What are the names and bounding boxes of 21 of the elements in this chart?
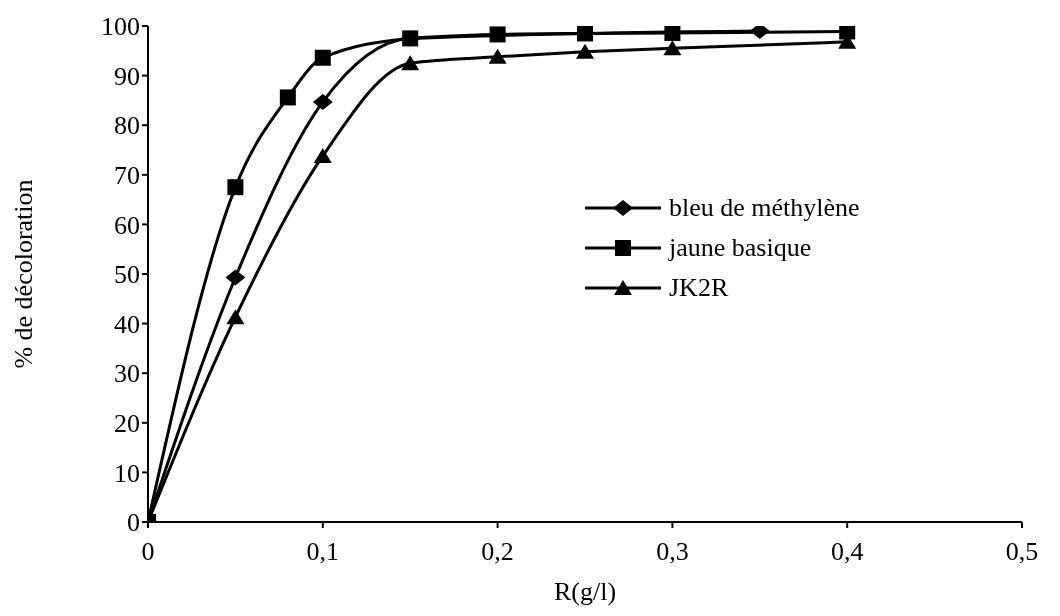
y-tick-label: 60	[114, 210, 140, 240]
x-tick-label: 0,5	[1005, 537, 1039, 567]
x-axis-title: R(g/l)	[553, 577, 617, 606]
x-tick-label: 0,1	[306, 537, 340, 567]
y-tick-label: 80	[114, 111, 140, 141]
legend-label: jaune basique	[669, 233, 812, 263]
y-tick-label: 20	[114, 409, 140, 439]
y-tick-label: 40	[114, 309, 140, 339]
y-tick-label: 90	[114, 61, 140, 91]
y-tick-label: 50	[114, 260, 140, 290]
legend-label: JK2R	[669, 273, 729, 303]
y-axis-title: % de décoloration	[9, 179, 39, 369]
x-tick-label: 0,3	[656, 537, 689, 567]
x-tick-label: 0,4	[830, 537, 864, 567]
y-tick-label: 70	[114, 161, 140, 191]
y-tick-label: 10	[114, 458, 140, 488]
y-tick-label: 0	[127, 508, 140, 538]
x-tick-label: 0,2	[481, 537, 514, 567]
y-tick-label: 30	[114, 359, 140, 389]
y-tick-label: 100	[101, 12, 140, 42]
legend-label: bleu de méthylène	[669, 193, 860, 223]
